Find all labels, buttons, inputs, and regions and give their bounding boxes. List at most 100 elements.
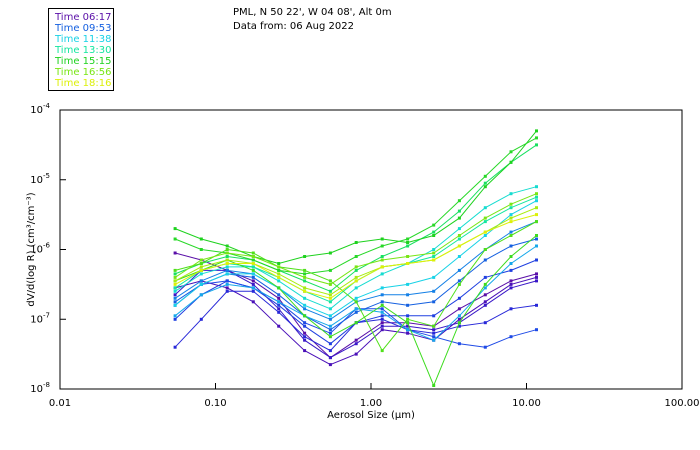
data-point bbox=[251, 258, 255, 262]
data-point bbox=[483, 206, 487, 210]
y-tick-base: 10 bbox=[30, 105, 43, 116]
data-point bbox=[432, 300, 436, 304]
data-point bbox=[509, 262, 513, 265]
data-point bbox=[432, 251, 436, 255]
data-point bbox=[509, 279, 513, 283]
data-point bbox=[225, 279, 229, 283]
data-point bbox=[225, 282, 229, 286]
data-point bbox=[303, 289, 307, 293]
data-point bbox=[406, 324, 410, 328]
data-point bbox=[277, 300, 281, 304]
data-point bbox=[277, 275, 281, 279]
data-point bbox=[277, 279, 281, 283]
data-point bbox=[432, 324, 436, 328]
data-point bbox=[432, 258, 436, 262]
data-point bbox=[406, 331, 410, 335]
data-point bbox=[277, 307, 281, 311]
series bbox=[173, 199, 538, 318]
data-point bbox=[225, 265, 229, 269]
data-point bbox=[380, 321, 384, 325]
data-point bbox=[173, 317, 177, 321]
series bbox=[173, 220, 538, 353]
data-point bbox=[199, 265, 203, 269]
data-point bbox=[173, 293, 177, 297]
data-point bbox=[535, 143, 538, 147]
data-point bbox=[328, 279, 332, 283]
legend-entry: Time 09:53 bbox=[55, 23, 112, 34]
data-point bbox=[509, 150, 513, 154]
data-point bbox=[225, 255, 229, 258]
data-point bbox=[328, 293, 332, 297]
data-point bbox=[483, 321, 487, 325]
data-point bbox=[303, 331, 307, 335]
data-point bbox=[225, 258, 229, 262]
data-point bbox=[535, 206, 538, 210]
data-point bbox=[328, 296, 332, 300]
data-point bbox=[483, 345, 487, 349]
y-tick-label: 10-8 bbox=[30, 381, 50, 395]
data-point bbox=[354, 265, 358, 269]
data-point bbox=[251, 255, 255, 258]
data-point bbox=[225, 251, 229, 255]
data-point bbox=[225, 268, 229, 272]
data-point bbox=[277, 272, 281, 276]
data-point bbox=[457, 216, 461, 220]
data-point bbox=[483, 230, 487, 234]
data-point bbox=[277, 268, 281, 272]
data-point bbox=[199, 272, 203, 276]
data-point bbox=[303, 314, 307, 318]
data-point bbox=[509, 213, 513, 217]
data-point bbox=[457, 321, 461, 325]
data-point bbox=[535, 136, 538, 140]
data-point bbox=[483, 282, 487, 286]
data-point bbox=[509, 202, 513, 206]
series bbox=[173, 213, 538, 300]
data-point bbox=[380, 314, 384, 318]
data-point bbox=[457, 199, 461, 203]
data-point bbox=[251, 262, 255, 265]
data-point bbox=[432, 255, 436, 258]
data-point bbox=[483, 220, 487, 224]
data-point bbox=[380, 237, 384, 241]
y-tick-exponent: -8 bbox=[43, 381, 50, 389]
y-axis-label: dV/d(log R) (cm³/cm⁻³) bbox=[26, 192, 37, 306]
data-point bbox=[535, 328, 538, 332]
data-point bbox=[535, 234, 538, 237]
data-point bbox=[199, 279, 203, 283]
data-point bbox=[457, 307, 461, 311]
y-tick-label: 10-6 bbox=[30, 242, 50, 256]
data-point bbox=[406, 328, 410, 332]
data-point bbox=[303, 296, 307, 300]
data-point bbox=[509, 234, 513, 237]
data-point bbox=[354, 279, 358, 283]
data-point bbox=[483, 258, 487, 262]
data-point bbox=[535, 237, 538, 241]
data-point bbox=[380, 272, 384, 276]
data-point bbox=[406, 303, 410, 307]
data-point bbox=[354, 268, 358, 272]
data-point bbox=[225, 286, 229, 290]
data-point bbox=[483, 300, 487, 304]
data-point bbox=[483, 286, 487, 290]
data-point bbox=[509, 268, 513, 272]
data-point bbox=[483, 185, 487, 189]
data-point bbox=[173, 268, 177, 272]
data-point bbox=[199, 258, 203, 262]
x-tick-label: 100.00 bbox=[665, 398, 700, 409]
data-point bbox=[457, 342, 461, 346]
legend-entry: Time 18:16 bbox=[55, 78, 112, 89]
data-point bbox=[328, 314, 332, 318]
data-point bbox=[509, 335, 513, 339]
data-point bbox=[173, 289, 177, 293]
data-point bbox=[432, 335, 436, 339]
data-point bbox=[509, 206, 513, 210]
data-point bbox=[457, 234, 461, 237]
data-point bbox=[251, 282, 255, 286]
data-point bbox=[354, 321, 358, 325]
data-point bbox=[432, 230, 436, 234]
data-point bbox=[173, 345, 177, 349]
data-point bbox=[535, 185, 538, 189]
data-point bbox=[457, 227, 461, 231]
data-point bbox=[535, 258, 538, 262]
data-point bbox=[457, 296, 461, 300]
